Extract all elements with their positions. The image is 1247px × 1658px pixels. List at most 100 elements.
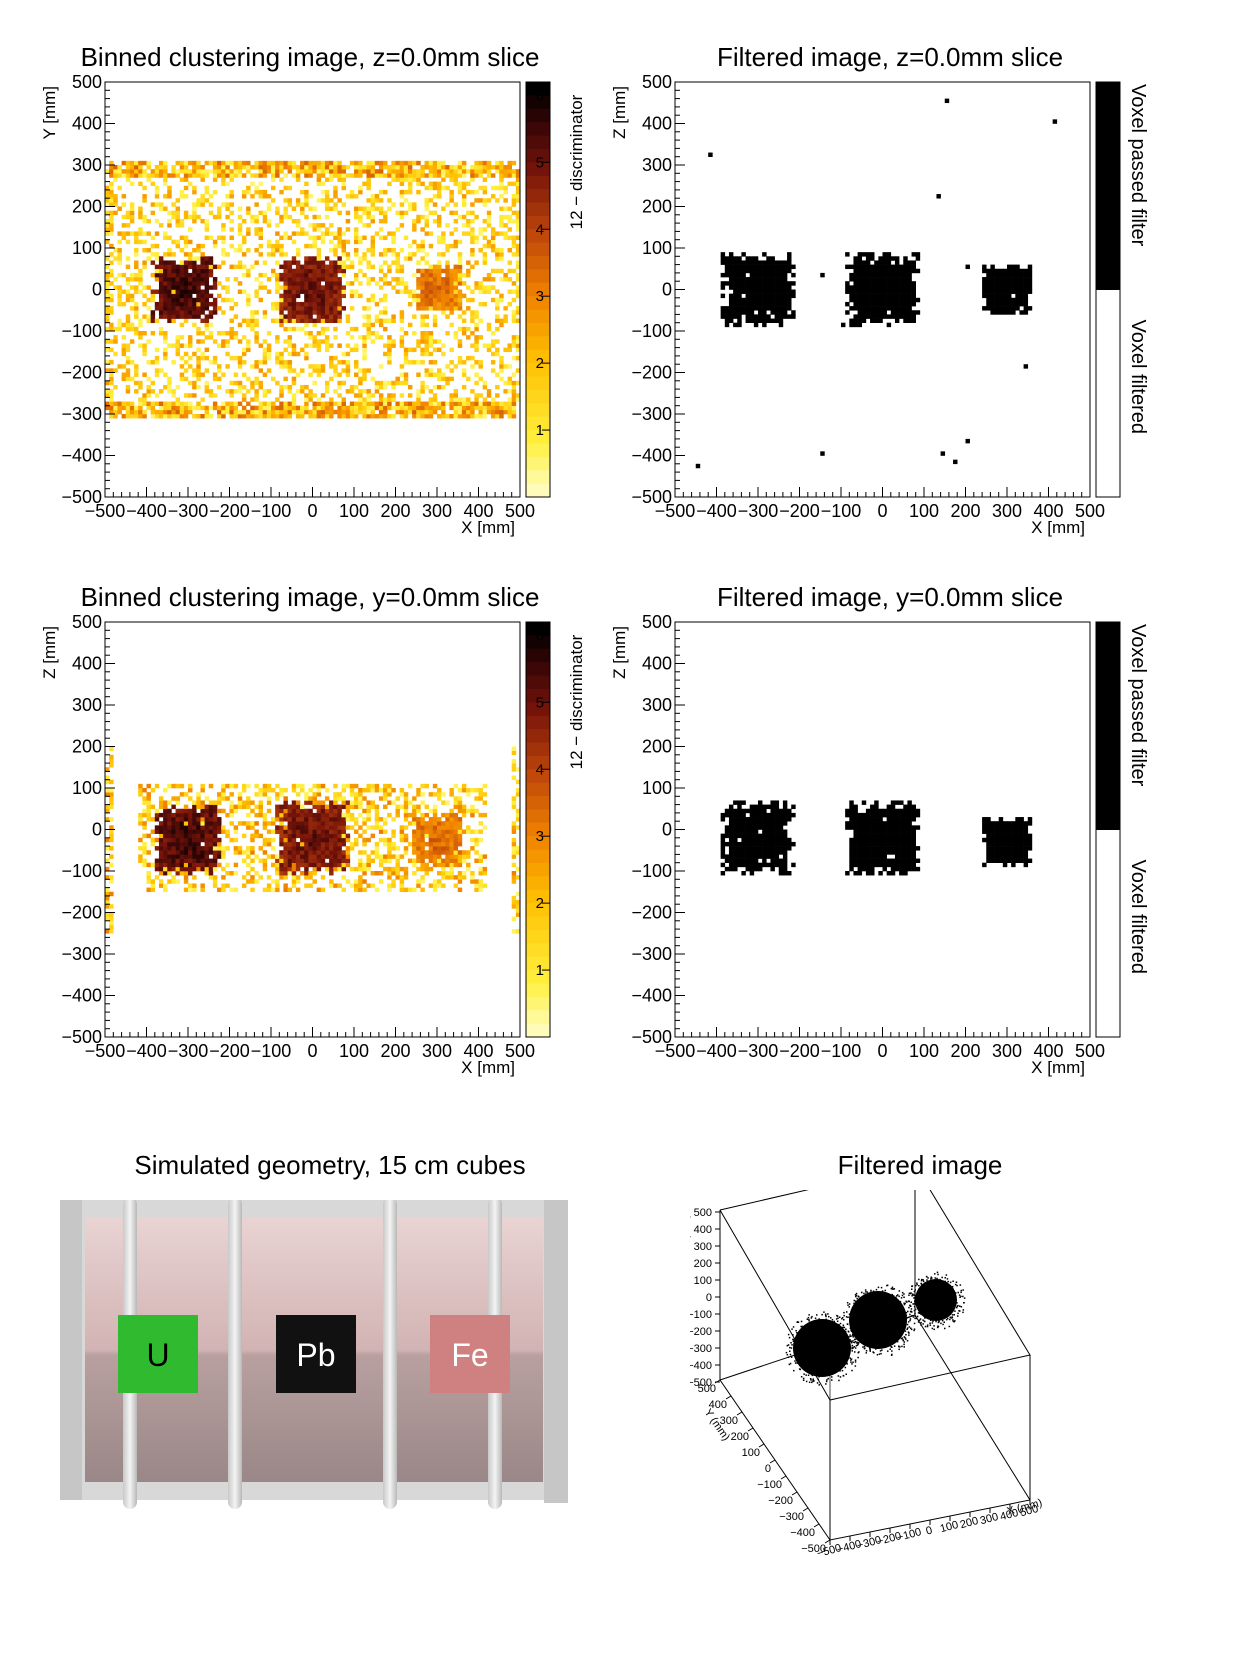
voxel bbox=[287, 368, 293, 373]
voxel bbox=[441, 372, 446, 377]
voxel bbox=[225, 871, 230, 876]
voxel bbox=[266, 239, 272, 245]
voxel bbox=[329, 409, 334, 415]
voxel bbox=[903, 268, 908, 274]
voxel bbox=[275, 339, 280, 344]
voxel bbox=[254, 310, 259, 315]
voxel bbox=[295, 846, 301, 851]
voxel bbox=[445, 281, 450, 286]
voxel bbox=[183, 272, 189, 278]
voxel bbox=[134, 235, 139, 240]
voxel bbox=[741, 277, 746, 282]
voxel bbox=[183, 812, 189, 818]
voxel bbox=[158, 401, 164, 406]
voxel bbox=[109, 322, 114, 328]
voxel bbox=[441, 409, 446, 415]
voxel bbox=[333, 235, 338, 240]
voxel bbox=[370, 409, 376, 415]
voxel bbox=[762, 268, 767, 274]
voxel bbox=[158, 310, 164, 315]
voxel bbox=[403, 256, 409, 261]
voxel bbox=[183, 879, 189, 884]
voxel bbox=[370, 160, 376, 166]
voxel bbox=[354, 837, 359, 843]
voxel bbox=[733, 310, 738, 315]
voxel bbox=[399, 339, 405, 344]
voxel bbox=[890, 272, 896, 278]
voxel bbox=[890, 301, 896, 307]
voxel bbox=[366, 825, 371, 830]
voxel bbox=[262, 817, 268, 822]
voxel bbox=[258, 808, 263, 814]
voxel bbox=[138, 854, 143, 859]
voxel bbox=[486, 214, 492, 220]
voxel bbox=[370, 405, 376, 411]
voxel bbox=[416, 306, 421, 311]
voxel bbox=[374, 194, 380, 199]
voxel bbox=[117, 409, 122, 415]
voxel bbox=[770, 310, 775, 315]
voxel bbox=[275, 210, 280, 216]
voxel bbox=[192, 846, 197, 851]
voxel bbox=[349, 389, 355, 394]
voxel bbox=[258, 189, 263, 195]
voxel bbox=[221, 173, 226, 178]
voxel bbox=[304, 866, 309, 872]
voxel bbox=[279, 160, 284, 166]
voxel bbox=[283, 833, 288, 839]
voxel bbox=[337, 169, 342, 174]
voxel bbox=[246, 812, 251, 818]
voxel bbox=[370, 235, 376, 240]
voxel bbox=[511, 194, 517, 199]
voxel bbox=[441, 268, 446, 274]
voxel bbox=[428, 405, 434, 411]
legend-passed-swatch bbox=[1096, 82, 1120, 290]
voxel bbox=[324, 231, 330, 236]
voxel bbox=[200, 264, 205, 270]
voxel bbox=[791, 314, 796, 319]
voxel bbox=[154, 277, 160, 282]
voxel bbox=[378, 788, 384, 793]
voxel bbox=[138, 858, 143, 863]
voxel bbox=[117, 256, 122, 261]
voxel bbox=[341, 306, 346, 311]
voxel bbox=[163, 301, 168, 307]
voxel bbox=[316, 841, 322, 847]
voxel bbox=[154, 231, 160, 236]
voxel bbox=[457, 314, 463, 319]
voxel bbox=[362, 397, 367, 402]
voxel bbox=[241, 800, 247, 805]
voxel bbox=[179, 160, 185, 166]
voxel bbox=[982, 281, 987, 286]
voxel bbox=[266, 343, 272, 348]
voxel bbox=[233, 355, 239, 361]
voxel bbox=[134, 314, 139, 319]
voxel bbox=[221, 401, 226, 406]
voxel bbox=[861, 285, 867, 290]
voxel bbox=[258, 792, 263, 797]
voxel bbox=[324, 335, 330, 340]
voxel bbox=[515, 181, 521, 187]
voxel bbox=[171, 854, 176, 859]
voxel bbox=[874, 272, 879, 278]
voxel bbox=[324, 310, 330, 315]
voxel bbox=[1007, 281, 1012, 286]
voxel bbox=[212, 372, 218, 377]
voxel bbox=[778, 322, 784, 328]
voxel bbox=[445, 169, 450, 174]
y-tick-label: −300 bbox=[61, 404, 102, 424]
voxel bbox=[370, 202, 376, 207]
voxel bbox=[341, 272, 346, 278]
voxel bbox=[105, 912, 110, 917]
voxel bbox=[320, 235, 326, 240]
voxel bbox=[212, 800, 218, 805]
voxel bbox=[870, 268, 875, 274]
voxel bbox=[266, 808, 272, 814]
voxel bbox=[503, 318, 508, 323]
voxel bbox=[192, 837, 197, 843]
voxel bbox=[453, 218, 459, 224]
voxel bbox=[258, 173, 263, 178]
voxel bbox=[1011, 277, 1016, 282]
voxel bbox=[329, 846, 334, 851]
voxel bbox=[457, 289, 463, 294]
